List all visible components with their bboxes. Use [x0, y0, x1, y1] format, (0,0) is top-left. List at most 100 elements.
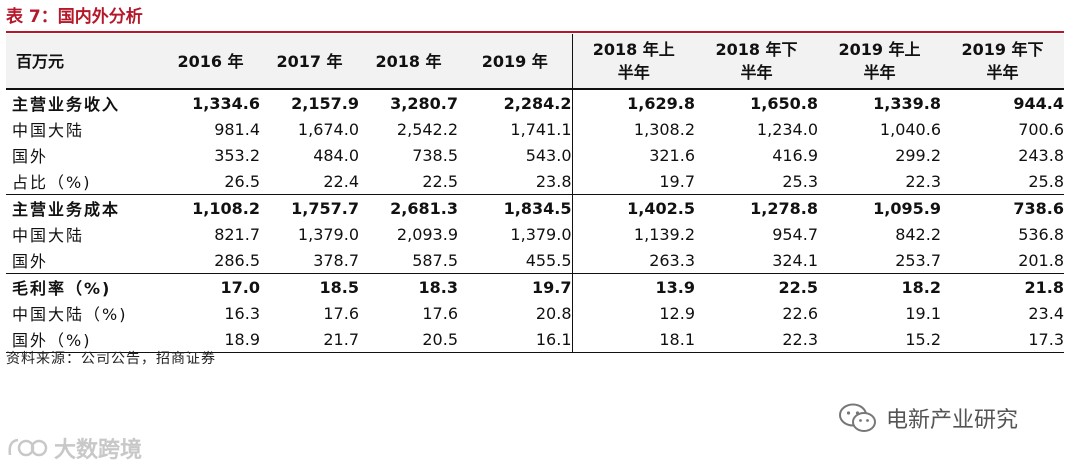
table-cell: 19.1: [905, 303, 941, 323]
table-row: 主营业务收入 1,334.6 2,157.9 3,280.7 2,284.2 1,629.…: [6, 89, 1064, 116]
table-cell: 2,681.3: [359, 194, 458, 221]
table-cell: 15.2: [818, 326, 941, 353]
table-cell: 21.7: [260, 326, 359, 353]
table-cell: 981.4: [214, 119, 260, 139]
column-header: 2019 年上 半年: [818, 34, 941, 89]
column-header: 2018 年下 半年: [695, 34, 818, 89]
brand-name: 大数跨境: [54, 438, 143, 463]
table-cell: 201.8: [1018, 250, 1064, 270]
table-cell: 22.5: [422, 171, 458, 191]
table-cell: 587.5: [412, 250, 458, 270]
wechat-account-name: 电新产业研究: [886, 408, 1019, 433]
table-header-row: 百万元 2016 年 2017 年 2018 年 2019 年 2018 年上 …: [6, 34, 1064, 89]
table-cell: 17.0: [161, 273, 260, 300]
table-cell: 353.2: [214, 145, 260, 165]
table-cell: 738.5: [412, 145, 458, 165]
table-cell: 20.5: [359, 326, 458, 353]
table-cell: 1,040.6: [879, 119, 941, 139]
table-row: 中国大陆 821.7 1,379.0 2,093.9 1,379.0 1,139.2 954…: [6, 221, 1064, 247]
column-header: 百万元: [6, 34, 161, 89]
row-label: 中国大陆（%): [12, 305, 128, 324]
column-header: 2018 年: [359, 34, 458, 89]
row-label: 中国大陆: [12, 121, 85, 140]
table-cell: 378.7: [313, 250, 359, 270]
table-cell: 1,108.2: [161, 194, 260, 221]
table-cell: 1,379.0: [510, 224, 572, 244]
table-row: 主营业务成本 1,108.2 1,757.7 2,681.3 1,834.5 1,402.…: [6, 194, 1064, 221]
table-cell: 1,757.7: [260, 194, 359, 221]
table-cell: 1,308.2: [571, 116, 695, 142]
table-body: 主营业务收入 1,334.6 2,157.9 3,280.7 2,284.2 1,629.…: [6, 89, 1064, 353]
table-cell: 536.8: [1018, 224, 1064, 244]
table-cell: 22.3: [905, 171, 941, 191]
table-row: 占比（%) 26.5 22.4 22.5 23.8 19.7 25.3 22.3 25.8: [6, 168, 1064, 195]
row-label: 主营业务收入: [12, 95, 121, 114]
table-cell: 253.7: [895, 250, 941, 270]
table-cell: 1,402.5: [571, 194, 695, 221]
table-cell: 299.2: [895, 145, 941, 165]
brand-watermark: 大数跨境: [6, 432, 142, 464]
table-cell: 243.8: [1018, 145, 1064, 165]
column-header: 2019 年: [458, 34, 572, 89]
table-cell: 543.0: [525, 145, 572, 165]
row-label: 中国大陆: [12, 226, 85, 245]
table-title: 表 7：国内外分析: [6, 7, 143, 27]
table-cell: 22.6: [782, 303, 818, 323]
table-cell: 738.6: [941, 194, 1064, 221]
table-cell: 1,379.0: [297, 224, 359, 244]
table-cell: 1,650.8: [750, 93, 818, 113]
table-row: 国外 286.5 378.7 587.5 455.5 263.3 324.1 253.7 201…: [6, 247, 1064, 274]
table-cell: 17.6: [422, 303, 458, 323]
table-cell: 18.1: [571, 326, 695, 353]
table-cell: 1,629.8: [571, 89, 695, 116]
table-cell: 19.7: [458, 273, 572, 300]
title-rule: [6, 31, 1064, 33]
table-cell: 2,093.9: [396, 224, 458, 244]
table-cell: 455.5: [525, 250, 572, 270]
table-cell: 324.1: [772, 250, 818, 270]
table-cell: 944.4: [1013, 93, 1064, 113]
column-header: 2018 年上 半年: [571, 34, 695, 89]
table-cell: 20.8: [535, 303, 572, 323]
table-cell: 700.6: [1018, 119, 1064, 139]
table-cell: 1,278.8: [695, 194, 818, 221]
table-row: 国外（%) 18.9 21.7 20.5 16.1 18.1 22.3 15.2 17.3: [6, 326, 1064, 353]
table-cell: 1,339.8: [873, 93, 941, 113]
table-cell: 321.6: [571, 142, 695, 168]
table-cell: 16.3: [224, 303, 260, 323]
brand-logo-icon: [8, 438, 48, 457]
table-cell: 2,284.2: [503, 93, 572, 113]
table-row: 中国大陆（%) 16.3 17.6 17.6 20.8 12.9 22.6 19.1 23.4: [6, 300, 1064, 326]
table-cell: 19.7: [571, 168, 695, 195]
table-row: 毛利率（%) 17.0 18.5 18.3 19.7 13.9 22.5 18.2 21.8: [6, 273, 1064, 300]
financial-table: 百万元 2016 年 2017 年 2018 年 2019 年 2018 年上 …: [6, 34, 1064, 353]
column-header: 2016 年: [161, 34, 260, 89]
wechat-watermark: 电新产业研究: [838, 402, 1018, 434]
row-label: 国外: [12, 252, 49, 271]
table-cell: 1,741.1: [510, 119, 572, 139]
table-cell: 23.4: [1028, 303, 1064, 323]
table-cell: 484.0: [313, 145, 359, 165]
table-cell: 1,834.5: [458, 194, 572, 221]
table-cell: 1,095.9: [818, 194, 941, 221]
table-cell: 1,674.0: [297, 119, 359, 139]
row-label: 国外: [12, 147, 49, 166]
row-label: 主营业务成本: [6, 194, 161, 221]
column-header: 2019 年下 半年: [941, 34, 1064, 89]
table-row: 国外 353.2 484.0 738.5 543.0 321.6 416.9 299.2 243…: [6, 142, 1064, 168]
table-cell: 25.3: [782, 171, 818, 191]
table-cell: 286.5: [214, 250, 260, 270]
table-cell: 18.3: [359, 273, 458, 300]
row-label: 国外（%): [6, 326, 161, 353]
table-cell: 821.7: [214, 224, 260, 244]
table-cell: 3,280.7: [390, 93, 458, 113]
table-cell: 17.6: [323, 303, 359, 323]
table-row: 中国大陆 981.4 1,674.0 2,542.2 1,741.1 1,308.2 1,2…: [6, 116, 1064, 142]
table-cell: 18.9: [161, 326, 260, 353]
table-cell: 954.7: [772, 224, 818, 244]
wechat-icon: [839, 403, 876, 432]
table-cell: 17.3: [941, 326, 1064, 353]
table-cell: 18.5: [260, 273, 359, 300]
column-header: 2017 年: [260, 34, 359, 89]
table-cell: 416.9: [772, 145, 818, 165]
